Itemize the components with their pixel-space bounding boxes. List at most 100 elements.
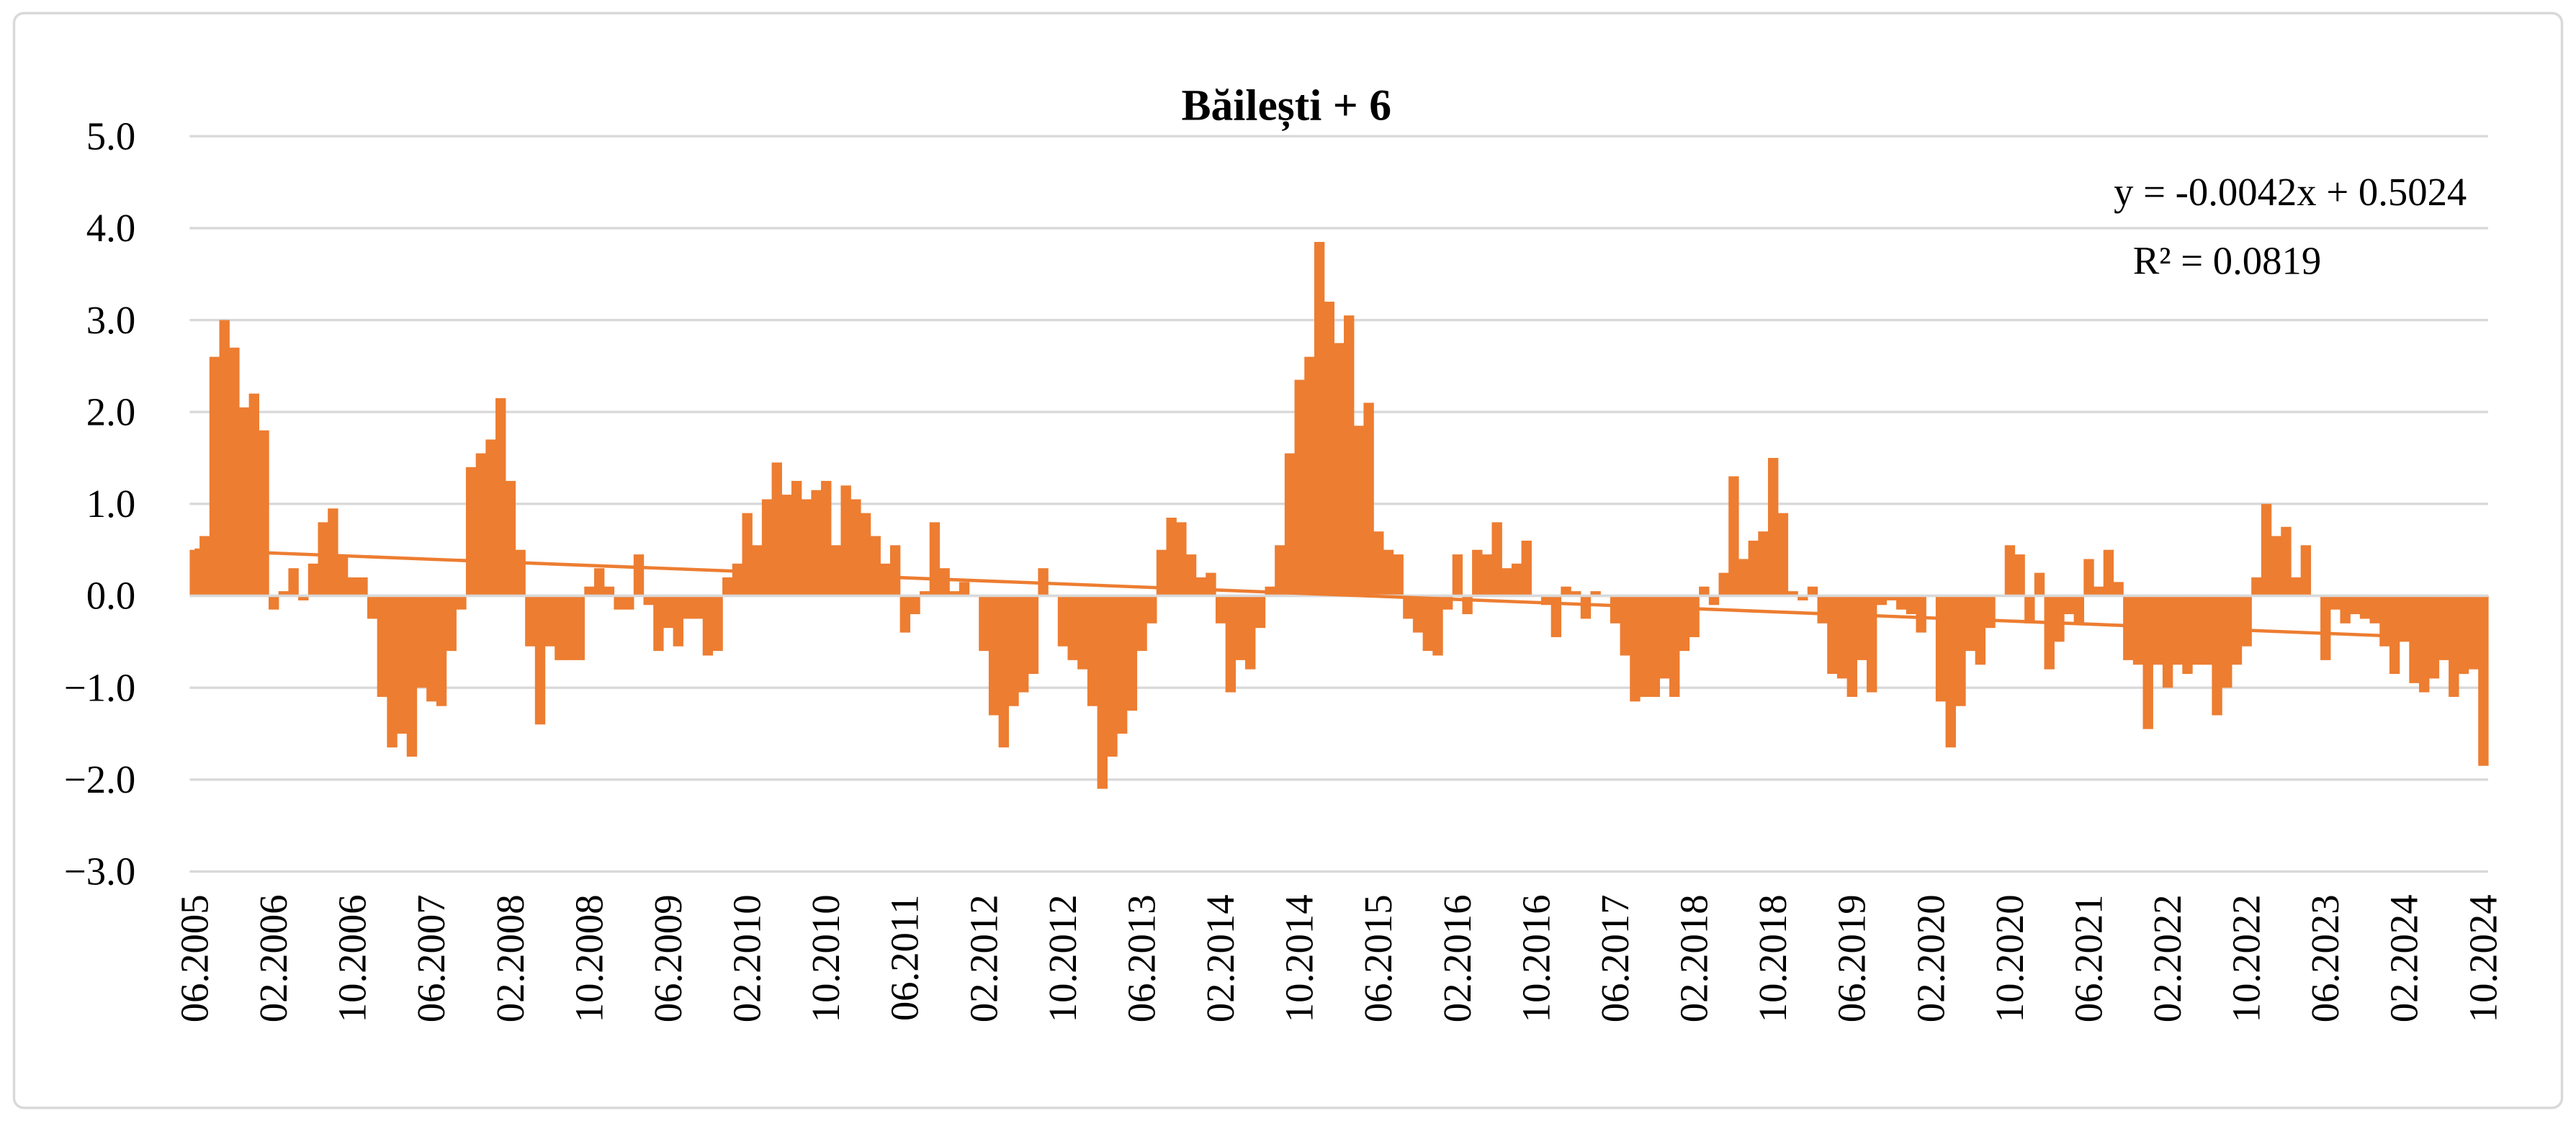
bar	[367, 595, 378, 619]
bar	[485, 439, 496, 596]
bar	[1028, 595, 1039, 675]
bar	[732, 563, 743, 596]
trend-equation: y = -0.0042x + 0.5024	[2114, 170, 2467, 214]
bar	[1768, 458, 1779, 596]
bar	[1344, 315, 1355, 596]
bar	[880, 563, 891, 596]
bar	[988, 595, 1000, 716]
bar	[742, 513, 753, 596]
bar	[515, 549, 526, 596]
bar	[1857, 595, 1867, 660]
bar	[2340, 595, 2351, 623]
bar	[475, 453, 487, 596]
bar	[1393, 554, 1404, 596]
bar	[1728, 476, 1739, 596]
bar	[840, 485, 851, 596]
bar	[337, 554, 349, 596]
bar	[1087, 595, 1098, 706]
bar	[1206, 572, 1216, 596]
bar	[801, 499, 812, 596]
bar	[416, 595, 427, 688]
y-tick-label: 4.0	[86, 206, 135, 250]
bar	[929, 522, 941, 596]
bar	[673, 595, 683, 647]
bar	[2182, 595, 2193, 675]
bar	[1975, 595, 1986, 665]
x-tick-label: 10.2012	[1041, 894, 1085, 1022]
bar	[2073, 595, 2085, 623]
bar	[2419, 595, 2430, 693]
bar	[505, 480, 516, 596]
bar	[692, 595, 704, 619]
bar	[791, 480, 802, 596]
bar	[771, 462, 782, 596]
x-tick-label: 02.2024	[2382, 894, 2426, 1022]
bar	[1432, 595, 1443, 656]
bar	[2281, 526, 2292, 596]
bar	[1412, 595, 1424, 633]
x-tick-label: 10.2010	[804, 894, 848, 1022]
x-tick-label: 10.2006	[331, 894, 374, 1022]
x-tick-label: 02.2012	[961, 894, 1005, 1022]
bar	[1304, 356, 1315, 596]
y-tick-label: −1.0	[64, 665, 135, 709]
bar	[2261, 503, 2272, 596]
bar	[2399, 595, 2410, 642]
x-tick-label: 02.2020	[1908, 894, 1952, 1022]
bar	[456, 595, 467, 610]
bar	[426, 595, 437, 702]
x-tick-label: 06.2017	[1593, 894, 1637, 1022]
bar	[959, 582, 970, 596]
bar	[1146, 595, 1157, 623]
bar	[712, 595, 723, 652]
overlay: 06.2005 02.2006 10.2006 06.2007 02.2008 10.20…	[173, 548, 2505, 1022]
bar	[1107, 595, 1118, 757]
bar	[2241, 595, 2252, 647]
x-tick-label: 06.2005	[173, 894, 217, 1022]
bar	[534, 595, 546, 725]
x-tick-label: 10.2008	[567, 894, 611, 1022]
x-tick-label: 10.2018	[1751, 894, 1795, 1022]
bar	[594, 568, 605, 596]
bar	[555, 595, 565, 660]
bar	[1689, 595, 1700, 637]
bar	[1235, 595, 1246, 660]
bar	[1827, 595, 1838, 675]
x-tick-label: 10.2016	[1514, 894, 1558, 1022]
bar	[2142, 595, 2153, 729]
bar	[1846, 595, 1857, 697]
bar	[2222, 595, 2232, 688]
bar	[1334, 343, 1345, 596]
bar	[2458, 595, 2469, 675]
x-tick-label: 06.2023	[2303, 894, 2347, 1022]
bar	[949, 591, 960, 596]
bar	[1136, 595, 1147, 652]
bar	[397, 595, 408, 734]
bar	[1866, 595, 1877, 693]
bar	[1225, 595, 1237, 693]
bar	[1166, 518, 1177, 596]
bar	[1422, 595, 1433, 652]
bar	[446, 595, 457, 652]
bar	[1491, 522, 1502, 596]
bar	[1373, 531, 1384, 596]
bar	[1195, 577, 1206, 596]
x-tick-label: 06.2011	[883, 894, 927, 1021]
x-tick-label: 02.2014	[1198, 894, 1242, 1022]
bar	[495, 398, 506, 596]
bar	[1403, 595, 1414, 619]
bar	[1294, 379, 1305, 596]
x-tick-label: 10.2014	[1278, 894, 1321, 1022]
bar	[1798, 595, 1808, 600]
bar	[761, 499, 773, 596]
bar	[1245, 595, 1256, 670]
bar	[1620, 595, 1630, 656]
x-tick-label: 02.2006	[251, 894, 295, 1022]
trendline	[194, 548, 2484, 641]
bar	[2320, 595, 2331, 660]
trend-r2: R² = 0.0819	[2133, 239, 2322, 283]
bar	[1718, 572, 1729, 596]
bar	[2034, 572, 2045, 596]
bar	[2379, 595, 2390, 647]
